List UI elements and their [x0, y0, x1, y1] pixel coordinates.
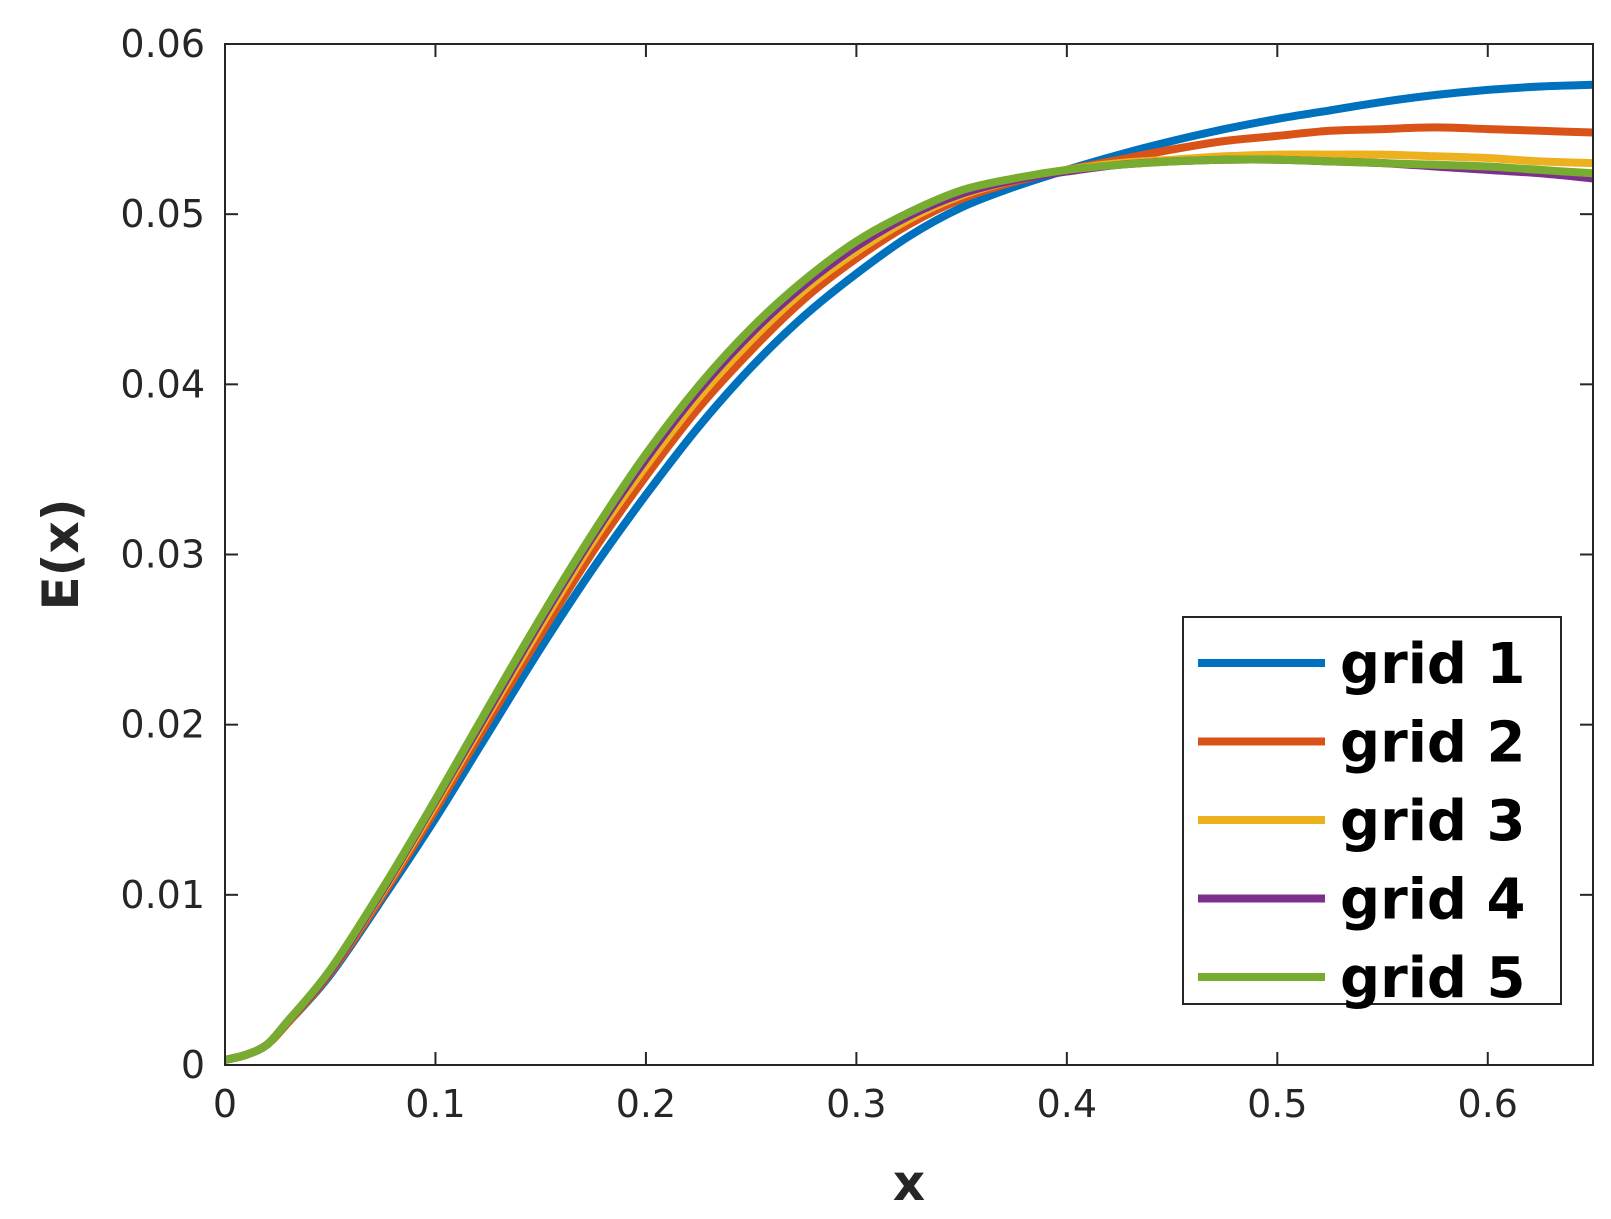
x-tick-label: 0.5 [1247, 1082, 1307, 1126]
y-tick-label: 0.02 [120, 703, 205, 747]
x-tick-label: 0.1 [405, 1082, 465, 1126]
y-axis-title: E(x) [32, 498, 90, 610]
x-tick-label: 0.4 [1037, 1082, 1097, 1126]
y-tick-label: 0.06 [120, 22, 205, 66]
plot-lines [224, 80, 1594, 1064]
y-tick-labels: 0 0.01 0.02 0.03 0.04 0.05 0.06 [120, 22, 205, 1087]
legend-label-5: grid 5 [1340, 946, 1525, 1011]
x-tick-labels: 0 0.1 0.2 0.3 0.4 0.5 0.6 [213, 1082, 1518, 1126]
legend-label-3: grid 3 [1340, 789, 1525, 854]
y-tick-label: 0.03 [120, 533, 205, 577]
x-tick-label: 0.6 [1458, 1082, 1518, 1126]
legend-label-4: grid 4 [1340, 868, 1525, 933]
y-tick-label: 0.01 [120, 873, 205, 917]
x-tick-label: 0.3 [826, 1082, 886, 1126]
legend: grid 1 grid 2 grid 3 grid 4 grid 5 [1182, 616, 1562, 1011]
series-line-5 [224, 155, 1594, 1064]
y-tick-label: 0 [181, 1043, 205, 1087]
legend-label-1: grid 1 [1340, 632, 1525, 697]
legend-label-2: grid 2 [1340, 711, 1525, 776]
x-tick-label: 0 [213, 1082, 237, 1126]
x-tick-label: 0.2 [616, 1082, 676, 1126]
axis-ticks [224, 43, 1593, 1066]
x-axis-title: x [893, 1154, 925, 1212]
legend-box [1182, 616, 1562, 1005]
y-tick-label: 0.05 [120, 192, 205, 236]
y-tick-label: 0.04 [120, 362, 205, 406]
